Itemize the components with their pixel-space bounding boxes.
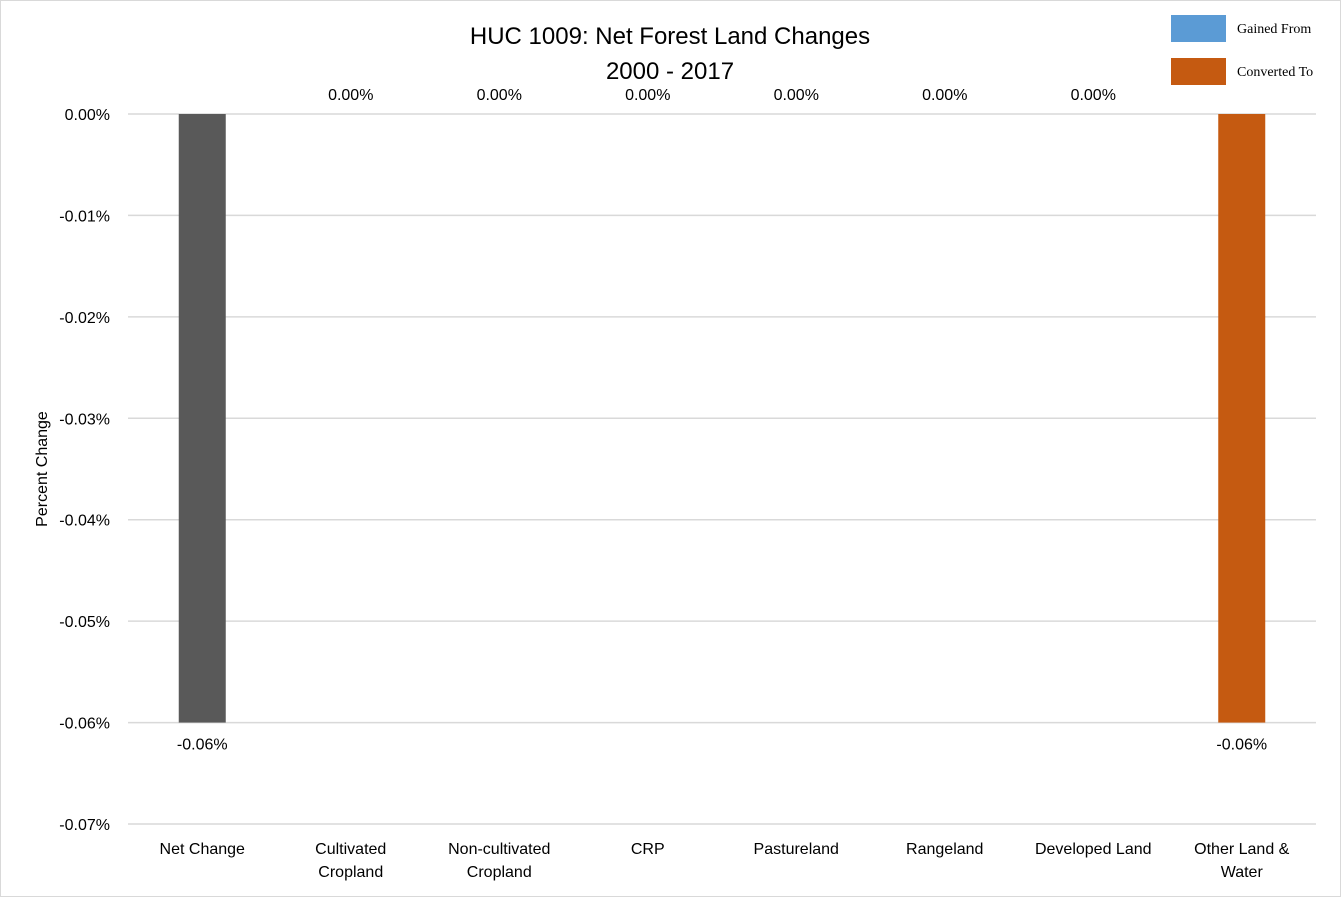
x-tick-label: Pastureland [754,841,839,858]
data-label: 0.00% [477,87,522,104]
x-tick-label: CRP [631,841,665,858]
bar [178,114,226,723]
legend-swatch [1171,15,1226,42]
legend: Gained From Converted To [1171,15,1313,85]
data-label: 0.00% [922,87,967,104]
y-tick-label: -0.05% [59,614,110,631]
data-label: -0.06% [177,737,228,754]
data-label: -0.06% [1216,737,1267,754]
x-tick-label: Cultivated [315,841,386,858]
data-label: 0.00% [1071,87,1116,104]
bars [178,114,1266,723]
y-tick-label: 0.00% [65,107,110,124]
x-tick-label: Cropland [467,864,532,881]
gridlines [128,113,1316,825]
x-tick-label: Rangeland [906,841,983,858]
x-tick-label: Water [1221,864,1264,881]
chart-title: HUC 1009: Net Forest Land Changes [470,23,870,50]
y-tick-labels: 0.00% -0.01% -0.02% -0.03% -0.04% -0.05% -0.06… [59,107,110,834]
data-labels: -0.06% 0.00% 0.00% 0.00% 0.00% 0.00% 0.00% -0.0… [177,87,1267,754]
legend-swatch [1171,58,1226,85]
chart-subtitle: 2000 - 2017 [606,58,734,85]
y-tick-label: -0.06% [59,716,110,733]
data-label: 0.00% [328,87,373,104]
data-label: 0.00% [774,87,819,104]
y-tick-label: -0.04% [59,513,110,530]
x-tick-label: Other Land & [1194,841,1290,858]
legend-label: Gained From [1237,22,1311,37]
data-label: 0.00% [625,87,670,104]
y-tick-label: -0.07% [59,817,110,834]
y-tick-label: -0.03% [59,411,110,428]
x-tick-label: Net Change [160,841,245,858]
legend-label: Converted To [1237,65,1313,80]
x-category-labels: Net Change Cultivated Cropland Non-cultivat… [160,841,1290,881]
x-tick-label: Cropland [318,864,383,881]
bar [1218,114,1266,723]
y-axis-title: Percent Change [34,411,51,527]
x-tick-label: Developed Land [1035,841,1152,858]
x-tick-label: Non-cultivated [448,841,550,858]
y-tick-label: -0.02% [59,310,110,327]
y-tick-label: -0.01% [59,208,110,225]
